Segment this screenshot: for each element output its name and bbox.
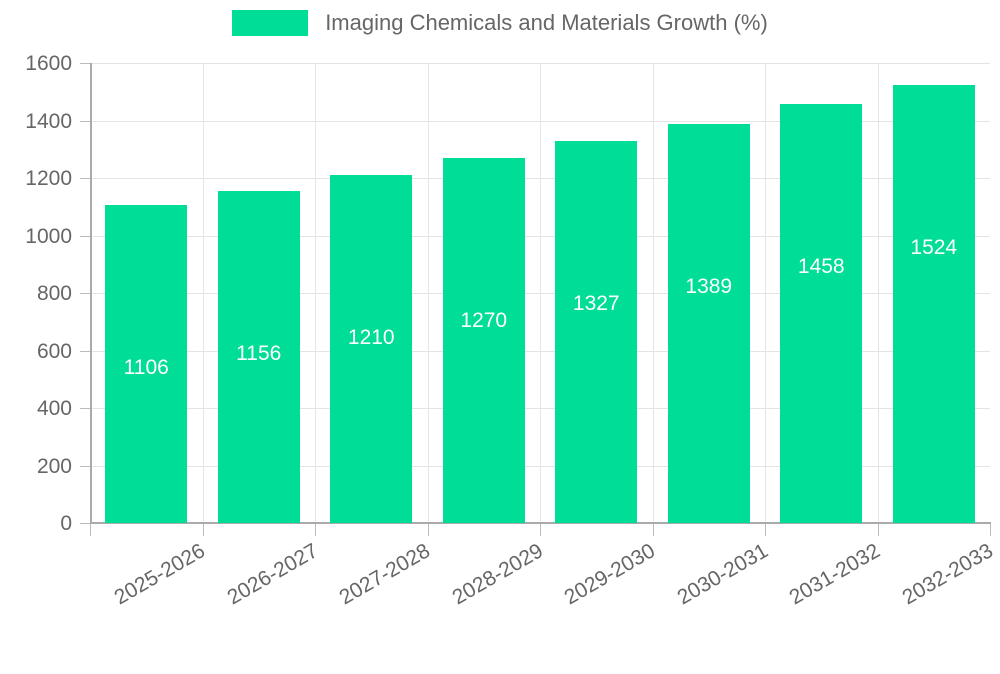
y-axis-tick-label: 0 [60, 512, 72, 535]
y-axis-tick-label: 600 [36, 339, 72, 363]
y-axis-tick [80, 120, 90, 122]
bar-chart: Imaging Chemicals and Materials Growth (… [0, 10, 1000, 610]
gridline-vertical [315, 63, 316, 523]
bar[interactable] [105, 205, 188, 523]
x-axis-tick [202, 524, 204, 536]
y-axis-tick [80, 293, 90, 294]
y-axis-tick [80, 350, 90, 352]
bar-value-label: 1156 [236, 341, 282, 365]
x-axis-tick-label: 2027-2028 [335, 539, 435, 610]
x-axis-tick-label: 2030-2031 [673, 539, 772, 610]
x-axis-tick-label: 2025-2026 [110, 539, 210, 610]
bar-value-label: 1210 [347, 326, 395, 350]
bar[interactable] [330, 175, 413, 523]
y-axis-tick [80, 523, 90, 524]
legend-label: Imaging Chemicals and Materials Growth (… [325, 10, 768, 35]
x-axis-tick [540, 524, 541, 536]
x-axis-tick-label: 2032-2033 [898, 539, 997, 610]
x-axis-tick [765, 524, 766, 536]
bar[interactable] [442, 157, 525, 523]
y-axis-tick [80, 465, 90, 467]
bar[interactable] [667, 123, 750, 523]
gridline-vertical [540, 63, 541, 523]
x-axis-tick-label: 2028-2029 [448, 539, 547, 610]
gridline-vertical [877, 63, 879, 523]
bar-value-label: 1270 [460, 308, 508, 332]
gridline-vertical [765, 63, 766, 523]
x-axis-tick [652, 524, 654, 536]
gridline-vertical [202, 63, 204, 523]
x-axis-tick [877, 524, 879, 536]
plot-area [90, 63, 990, 524]
bar[interactable] [780, 103, 863, 523]
bar-value-label: 1106 [123, 356, 169, 380]
gridline-vertical [427, 63, 429, 523]
bar-value-label: 1389 [685, 274, 733, 298]
y-axis-tick-label: 1400 [25, 109, 72, 133]
bar[interactable] [555, 141, 638, 523]
x-axis-tick-label: 2026-2027 [223, 539, 322, 610]
bar[interactable] [892, 84, 975, 523]
bar[interactable] [217, 190, 300, 523]
y-axis-tick [80, 235, 90, 237]
y-axis-tick [80, 63, 90, 64]
legend-color-swatch [232, 10, 309, 36]
y-axis-line [90, 63, 92, 524]
x-axis-tick [90, 524, 91, 536]
gridline-vertical [652, 63, 654, 523]
x-axis-tick [427, 524, 429, 536]
y-axis-tick-label: 1000 [25, 224, 72, 248]
x-axis-tick [990, 524, 991, 536]
y-axis-tick-label: 1600 [25, 52, 72, 75]
x-axis-tick [315, 524, 316, 536]
y-axis-tick-label: 400 [36, 397, 72, 420]
y-axis-tick [80, 178, 90, 179]
y-axis-tick-label: 800 [36, 282, 72, 305]
y-axis-tick [80, 408, 90, 409]
y-axis-tick-label: 200 [36, 454, 72, 478]
y-axis-tick-label: 1200 [25, 167, 72, 190]
x-axis-tick-label: 2029-2030 [560, 539, 660, 610]
bar-value-label: 1524 [910, 235, 958, 259]
x-axis-tick-label: 2031-2032 [785, 539, 885, 610]
chart-legend: Imaging Chemicals and Materials Growth (… [0, 10, 1000, 36]
bar-value-label: 1458 [797, 254, 845, 278]
bar-value-label: 1327 [572, 292, 620, 316]
x-axis-line [90, 522, 991, 524]
